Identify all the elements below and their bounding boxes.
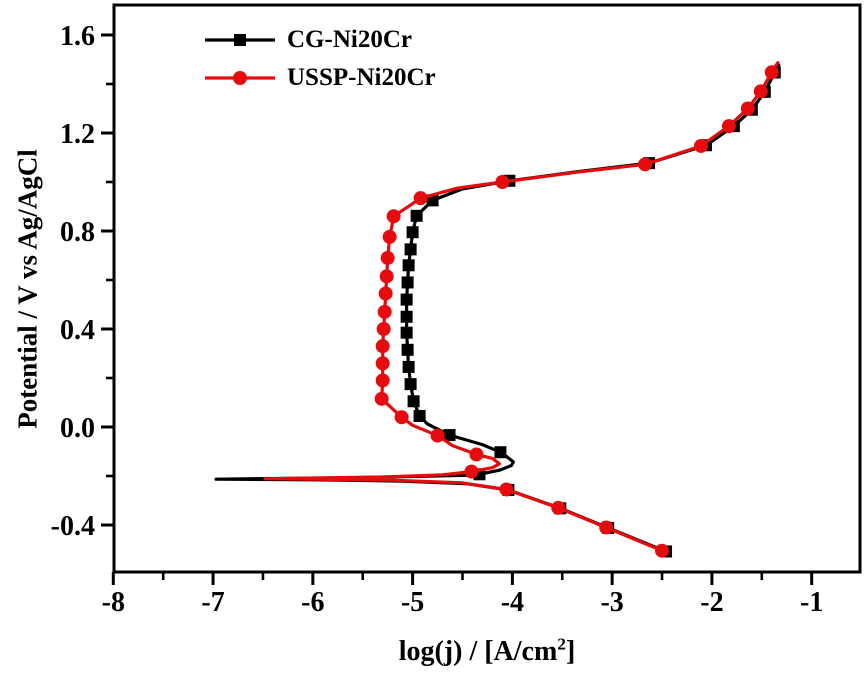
x-tick-label: -1 [800, 587, 823, 618]
ussp-data-point-circle [376, 322, 391, 336]
cg-data-point-square [400, 310, 413, 323]
cg-data-point-square [443, 429, 456, 442]
cg-data-point-square [401, 276, 414, 289]
cg-data-point-square [404, 378, 417, 391]
cg-data-point-square [407, 395, 420, 408]
x-tick-label: -8 [102, 587, 125, 618]
ussp-data-point-circle [721, 119, 736, 134]
ussp-data-point-circle [464, 464, 479, 479]
y-tick-label: 0.8 [60, 217, 95, 248]
y-axis-title: Potential / V vs Ag/AgCl [12, 149, 43, 429]
legend: CG-Ni20Cr USSP-Ni20Cr [203, 21, 436, 97]
legend-entry-ussp-ni20cr: USSP-Ni20Cr [203, 59, 436, 97]
ussp-data-point-circle [374, 391, 389, 406]
ussp-data-point-circle [394, 410, 409, 425]
ussp-data-point-circle [753, 84, 768, 99]
cg-data-point-square [401, 343, 414, 356]
ussp-data-point-circle [469, 447, 484, 462]
cg-data-point-square [406, 226, 419, 239]
cg-data-point-square [400, 326, 413, 339]
ussp-data-point-circle [599, 520, 614, 535]
ussp-data-point-circle [495, 175, 510, 189]
legend-label-ussp-ni20cr: USSP-Ni20Cr [287, 64, 436, 91]
ussp-data-point-circle [378, 286, 393, 301]
cg-data-point-square [402, 259, 415, 272]
ussp-data-point-circle [740, 101, 755, 116]
y-tick-label: 1.2 [60, 119, 95, 150]
ussp-data-point-circle [693, 138, 708, 153]
legend-line-square-icon [205, 34, 275, 46]
ussp-data-point-circle [375, 373, 390, 388]
ussp-data-point-circle [764, 65, 779, 80]
x-axis-title-superscript: 2 [557, 634, 566, 654]
y-tick-label: 0.4 [60, 315, 95, 346]
ussp-data-point-circle [380, 250, 395, 265]
ussp-data-point-circle [379, 269, 394, 284]
x-tick-label: -3 [600, 587, 623, 618]
ussp-data-point-circle [638, 157, 653, 172]
x-axis-title: log(j) / [A/cm2] [114, 634, 860, 668]
ussp-data-point-circle [499, 482, 514, 497]
y-tick-label: 1.6 [60, 21, 95, 52]
cg-data-point-square [402, 360, 415, 373]
x-tick-label: -2 [700, 587, 723, 618]
cg-data-point-square [413, 409, 426, 422]
x-tick-label: -4 [501, 587, 524, 618]
x-axis-title-end: ] [565, 636, 576, 667]
legend-line-circle-icon [205, 71, 275, 85]
legend-entry-cg-ni20cr: CG-Ni20Cr [203, 21, 436, 59]
ussp-data-point-circle [551, 500, 566, 515]
plot-frame [112, 3, 862, 574]
ussp-data-point-circle [375, 356, 390, 371]
cg-data-point-square [400, 293, 413, 306]
cg-data-point-square [410, 209, 423, 222]
ussp-data-point-circle [413, 191, 428, 206]
x-tick-label: -5 [401, 587, 424, 618]
legend-label-cg-ni20cr: CG-Ni20Cr [287, 26, 412, 53]
y-tick-label: 0.0 [60, 413, 95, 444]
ussp-data-point-circle [655, 543, 670, 558]
x-tick-label: -6 [301, 587, 324, 618]
y-tick-label: -0.4 [51, 511, 95, 542]
x-axis-title-main: log(j) / [A/cm [398, 636, 558, 667]
ussp-ni20cr-curve [263, 61, 780, 553]
cg-data-point-square [494, 446, 507, 459]
ussp-data-point-circle [430, 428, 445, 443]
ussp-data-point-circle [386, 209, 401, 224]
cg-data-point-square [404, 243, 417, 256]
x-tick-label: -7 [201, 587, 224, 618]
ussp-data-point-circle [382, 229, 397, 244]
ussp-data-point-circle [375, 339, 390, 354]
ussp-data-point-circle [377, 304, 392, 319]
